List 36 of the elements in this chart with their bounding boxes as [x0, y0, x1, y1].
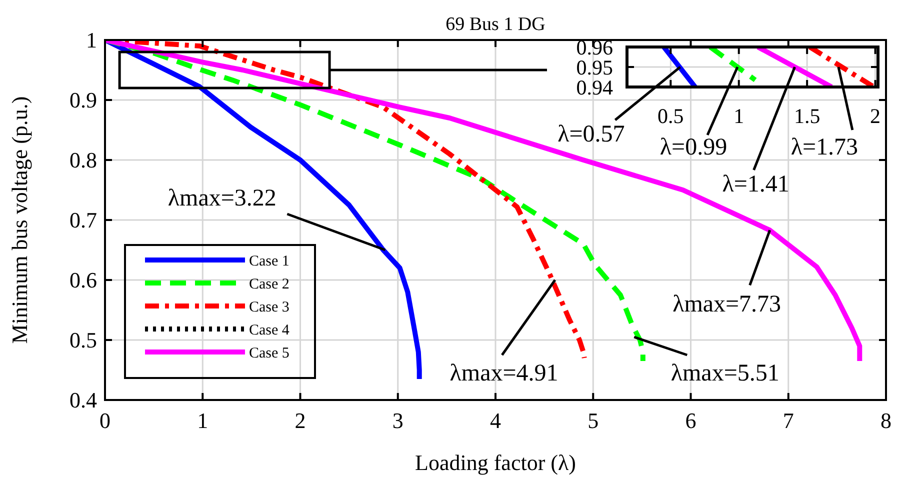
annotation: λmax=4.91 — [450, 360, 558, 386]
x-tick-label: 3 — [392, 408, 404, 433]
x-tick-label: 2 — [870, 104, 881, 128]
x-tick-label: 1.5 — [794, 104, 820, 128]
y-tick-label: 0.5 — [70, 328, 97, 353]
annotation: λ=1.41 — [722, 171, 790, 198]
y-axis-title: Minimum bus voltage (p.u.) — [7, 96, 32, 344]
x-tick-label: 0.5 — [658, 104, 684, 128]
x-tick-label: 7 — [782, 408, 794, 433]
legend-label: Case 4 — [249, 322, 290, 338]
x-tick-label: 2 — [294, 408, 306, 433]
annotation: λ=1.73 — [790, 134, 858, 160]
x-tick-label: 8 — [880, 408, 892, 433]
annotation: λ=0.99 — [660, 134, 728, 160]
chart-title: 69 Bus 1 DG — [446, 14, 546, 35]
legend-label: Case 2 — [249, 276, 290, 292]
x-tick-label: 0 — [100, 408, 110, 433]
y-tick-label: 0.8 — [70, 148, 97, 173]
legend-label: Case 1 — [249, 253, 290, 270]
y-tick-label: 0.4 — [70, 388, 97, 413]
annotation: λmax=3.22 — [168, 185, 276, 212]
annotation: λ=0.57 — [558, 121, 625, 148]
x-tick-label: 1 — [734, 104, 744, 128]
y-tick-label: 0.6 — [70, 268, 97, 293]
y-tick-label: 0.7 — [70, 208, 97, 233]
legend-label: Case 5 — [249, 345, 290, 362]
x-tick-label: 4 — [490, 408, 501, 433]
legend-label: Case 3 — [249, 299, 290, 316]
x-tick-label: 5 — [588, 408, 599, 433]
annotation: λmax=7.73 — [672, 292, 782, 318]
y-tick-label: 0.9 — [70, 88, 97, 113]
annotation: λmax=5.51 — [670, 360, 780, 386]
x-tick-label: 1 — [197, 408, 208, 433]
x-axis-title: Loading factor (λ) — [415, 450, 576, 475]
y-tick-label: 1 — [86, 28, 97, 53]
x-tick-label: 6 — [685, 408, 696, 433]
